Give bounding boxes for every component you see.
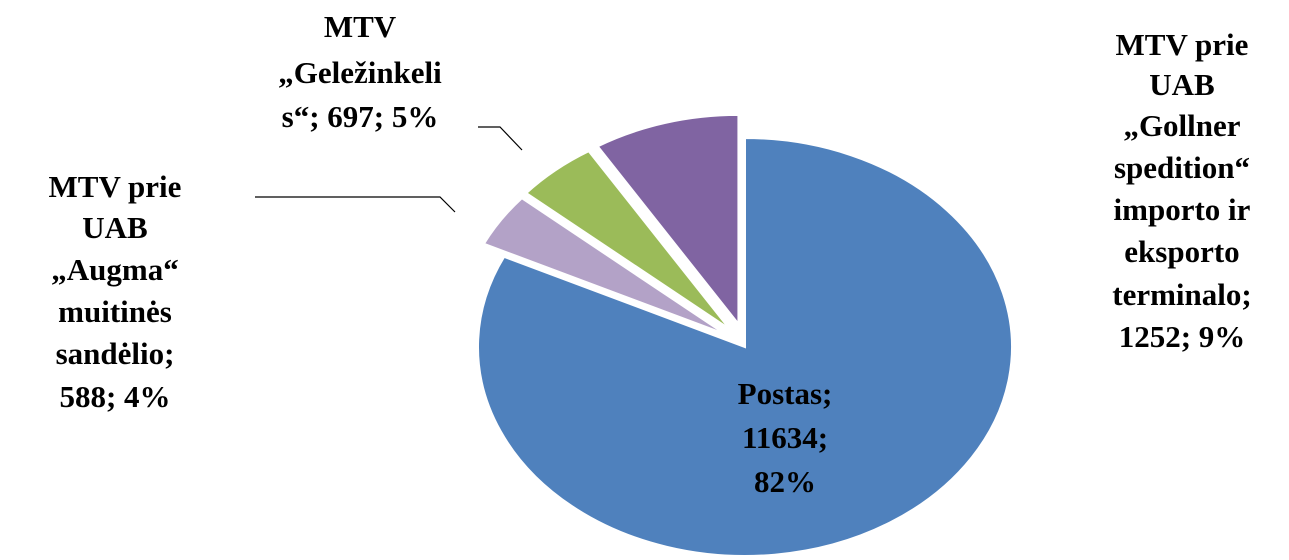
pie-slice: [524, 149, 731, 330]
data-label: muitinės: [58, 294, 172, 329]
data-label: UAB: [1149, 67, 1214, 102]
data-label: terminalo;: [1112, 277, 1251, 312]
data-label: 1252; 9%: [1119, 319, 1246, 354]
pie-slice: [477, 136, 1013, 557]
data-label: sandėlio;: [56, 336, 175, 371]
leader-line: [478, 126, 523, 151]
pie-slice: [596, 113, 740, 327]
data-label: 11634;: [742, 420, 828, 455]
data-label: MTV prie: [1116, 27, 1249, 62]
data-label: MTV prie: [49, 169, 182, 204]
pie-slice: [482, 196, 726, 335]
data-label: „Geležinkeli: [278, 55, 442, 90]
data-label: 588; 4%: [59, 379, 170, 414]
data-label: eksporto: [1124, 234, 1239, 269]
data-label: „Gollner: [1123, 108, 1240, 143]
leader-line: [255, 196, 456, 213]
data-label: spedition“: [1114, 150, 1250, 185]
data-label: „Augma“: [51, 252, 178, 287]
data-label: importo ir: [1114, 192, 1251, 227]
data-label: 82%: [754, 464, 816, 499]
data-label: s“; 697; 5%: [282, 99, 439, 134]
data-label: MTV: [324, 9, 397, 44]
data-label: Postas;: [738, 376, 833, 411]
data-label: UAB: [82, 210, 147, 245]
